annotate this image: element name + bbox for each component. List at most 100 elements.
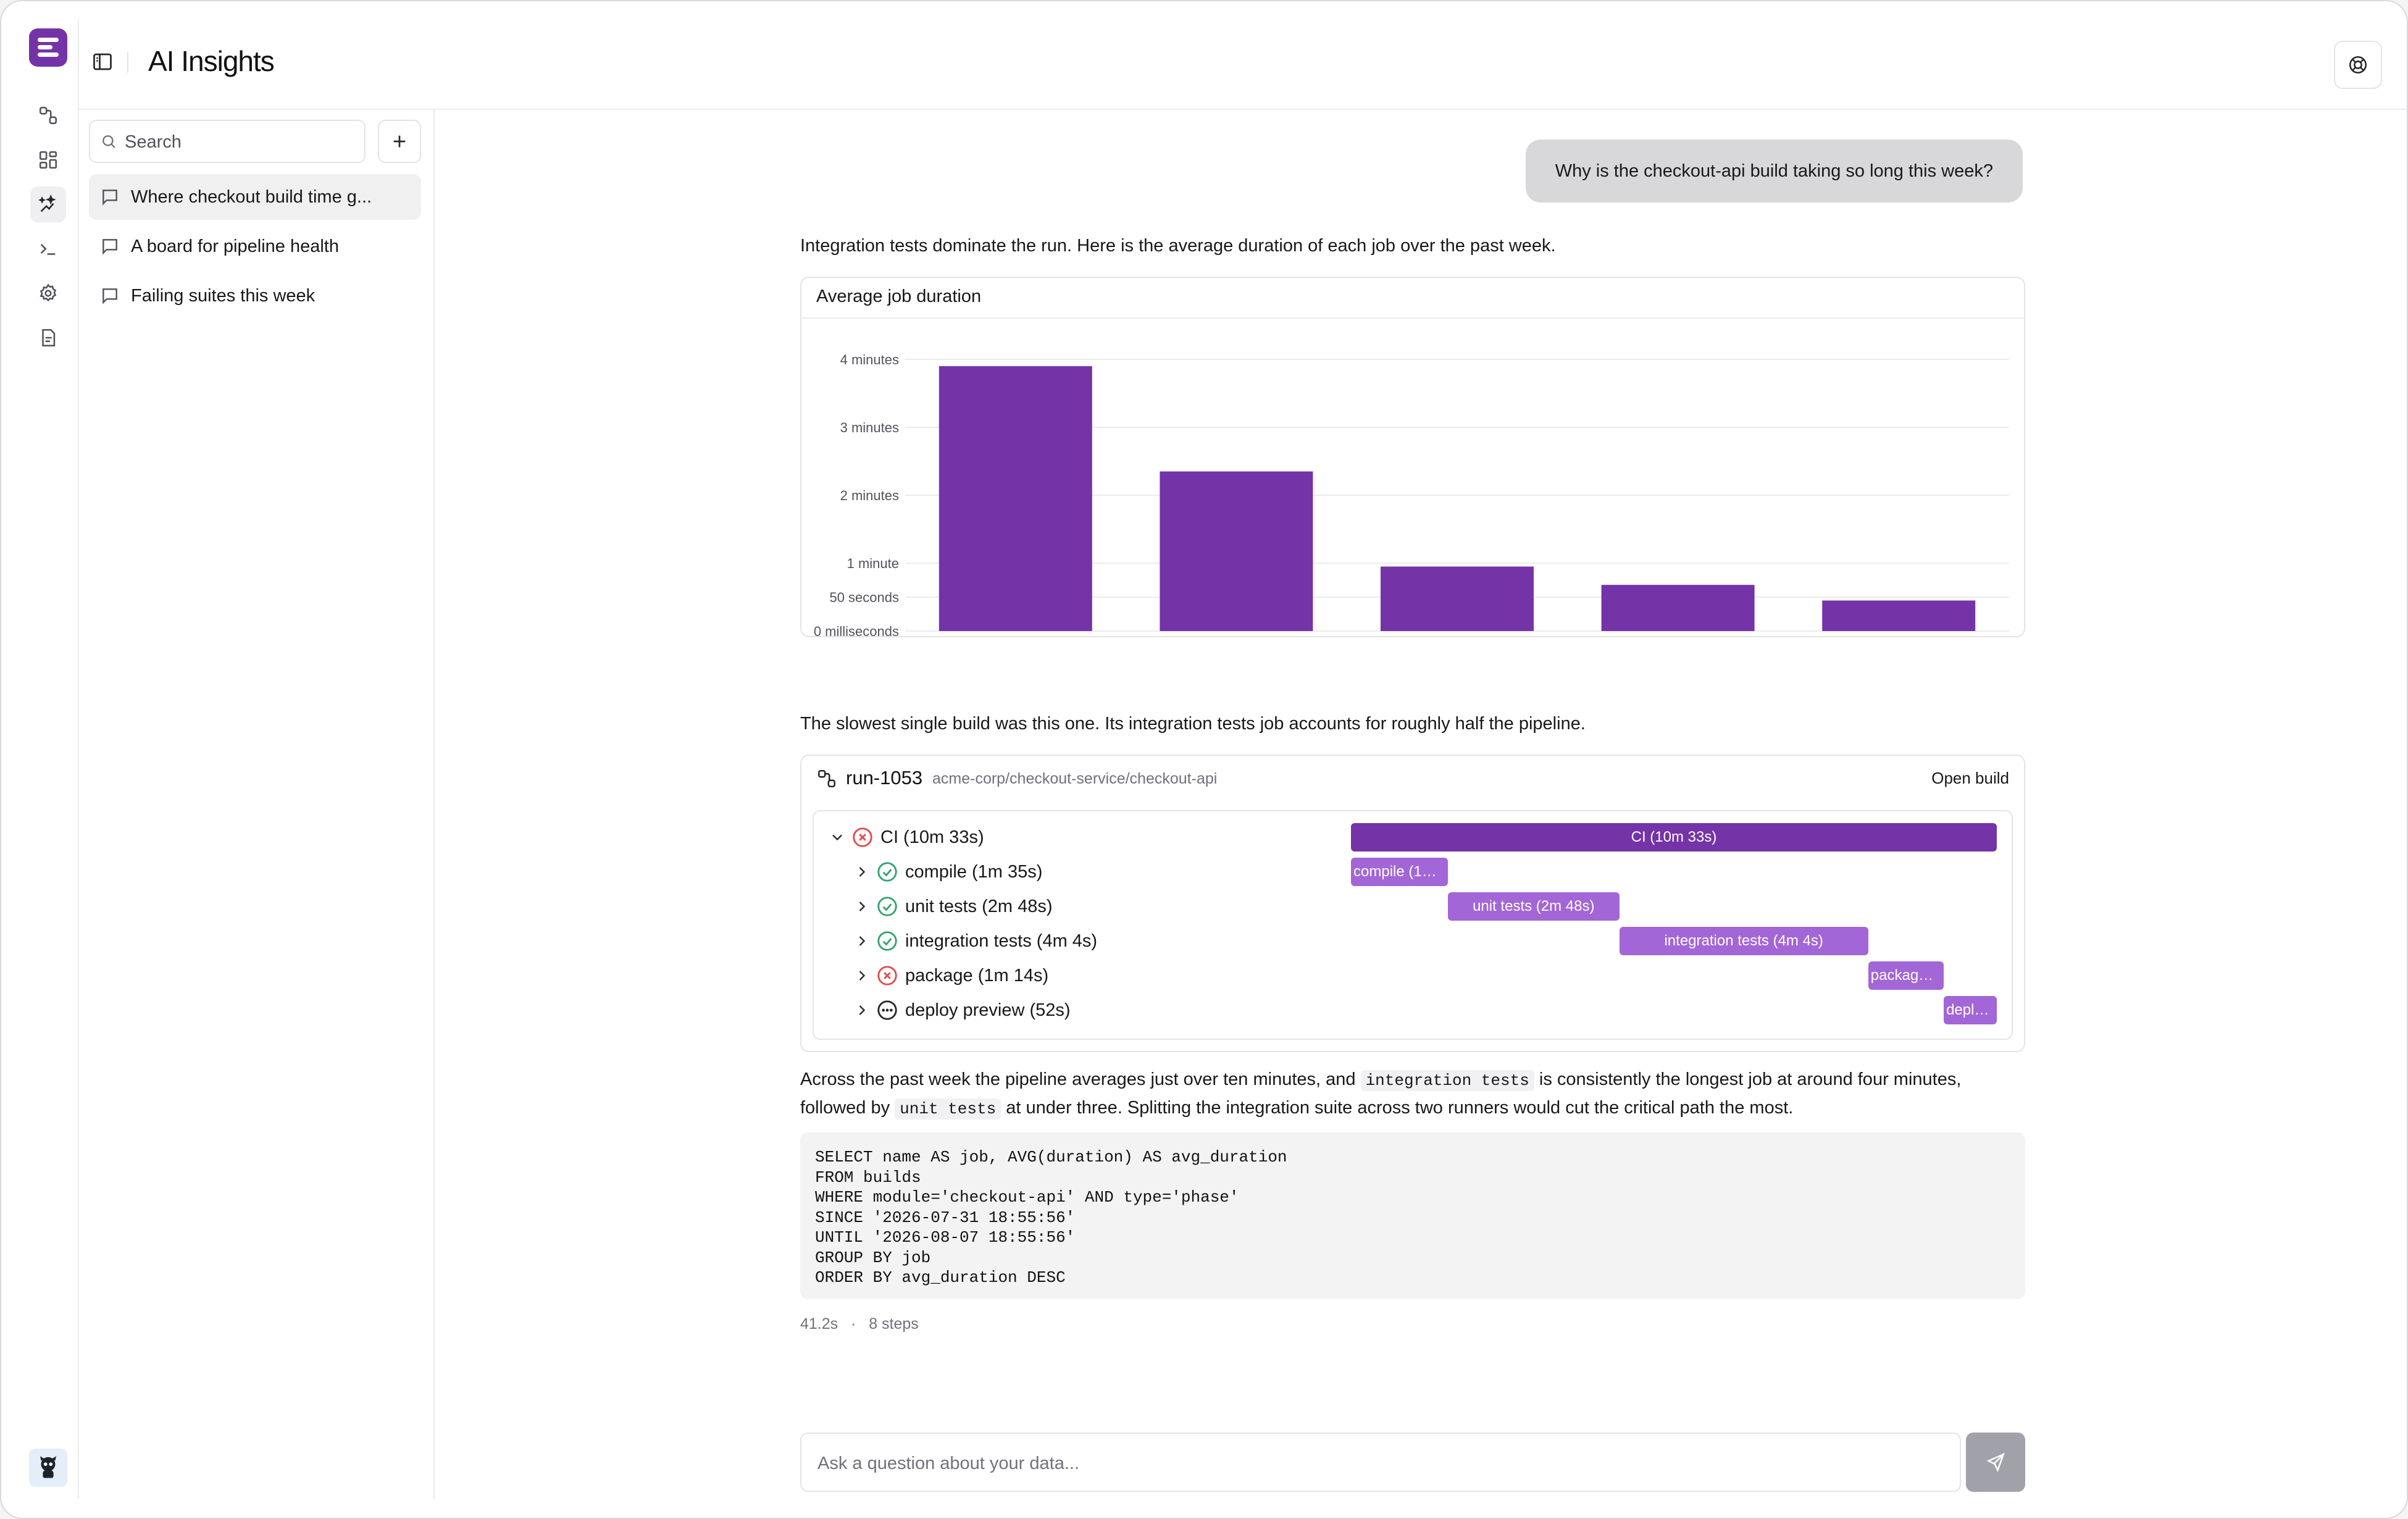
pipelines-icon[interactable] bbox=[30, 98, 66, 133]
skipped-status-icon bbox=[877, 1000, 897, 1020]
timeline-row-label: package (1m 14s) bbox=[905, 965, 1049, 985]
run-card: run-1053 acme-corp/checkout-service/chec… bbox=[800, 755, 2025, 1052]
timeline-row[interactable]: package (1m 14s) bbox=[853, 960, 1384, 992]
user-message: Why is the checkout-api build taking so … bbox=[1525, 140, 2023, 203]
chevron-right-icon[interactable] bbox=[853, 967, 871, 984]
summary-text: at under three. Splitting the integratio… bbox=[1001, 1098, 1794, 1118]
terminal-icon[interactable] bbox=[30, 231, 66, 267]
timeline-row-label: deploy preview (52s) bbox=[905, 1000, 1071, 1020]
inline-code: integration tests bbox=[1360, 1070, 1534, 1091]
y-tick-label: 50 seconds bbox=[829, 590, 899, 605]
timeline-bar[interactable]: integration tests (4m 4s) bbox=[1619, 927, 1868, 955]
chevron-right-icon[interactable] bbox=[853, 898, 871, 915]
y-tick-label: 1 minute bbox=[847, 556, 899, 571]
y-tick-label: 4 minutes bbox=[840, 352, 899, 367]
nav-rail bbox=[20, 20, 79, 1499]
lifebuoy-icon bbox=[2349, 56, 2367, 74]
send-button[interactable] bbox=[1966, 1433, 2025, 1492]
pipeline-icon bbox=[817, 769, 836, 788]
search-input[interactable] bbox=[123, 126, 348, 158]
timeline-row-label: CI (10m 33s) bbox=[880, 827, 984, 847]
top-header: AI Insights bbox=[79, 1, 2407, 110]
timeline-row[interactable]: integration tests (4m 4s) bbox=[853, 925, 1384, 957]
open-build-link[interactable]: Open build bbox=[1931, 769, 2009, 787]
timeline-bar[interactable]: package (1m 14s) bbox=[1868, 961, 1944, 990]
plus-icon bbox=[393, 135, 406, 148]
ask-input[interactable] bbox=[816, 1447, 1930, 1479]
message-icon bbox=[102, 288, 117, 304]
header-divider bbox=[127, 52, 128, 73]
help-button[interactable] bbox=[2334, 41, 2382, 89]
toggle-sidebar-icon[interactable] bbox=[91, 51, 114, 73]
timeline-row[interactable]: deploy preview (52s) bbox=[853, 994, 1384, 1026]
chevron-right-icon[interactable] bbox=[853, 863, 871, 881]
timeline-row-label: integration tests (4m 4s) bbox=[905, 931, 1098, 951]
message-icon bbox=[102, 190, 117, 206]
conversation-item[interactable]: A board for pipeline health bbox=[89, 224, 421, 269]
chat-area: Why is the checkout-api build taking so … bbox=[435, 110, 2407, 1518]
message-icon bbox=[102, 239, 117, 255]
summary-text: is consistently the longest job at aroun… bbox=[800, 1069, 1962, 1118]
timeline-bar[interactable]: compile (1m 35s) bbox=[1351, 858, 1448, 886]
send-icon bbox=[1986, 1452, 2005, 1472]
success-status-icon bbox=[877, 897, 897, 916]
response-meta: 41.2s · 8 steps bbox=[800, 1315, 919, 1333]
failed-status-icon bbox=[877, 966, 897, 985]
search-icon bbox=[102, 135, 115, 148]
bar bbox=[1601, 585, 1755, 631]
docs-icon[interactable] bbox=[30, 320, 66, 356]
new-conversation-button[interactable] bbox=[378, 120, 421, 163]
conversation-item[interactable]: Failing suites this week bbox=[89, 273, 421, 319]
build-timeline: CI (10m 33s) CI (10m 33s) compile (1m 35s)… bbox=[813, 810, 2013, 1040]
assistant-summary: Across the past week the pipeline averag… bbox=[800, 1066, 2025, 1123]
inline-code: unit tests bbox=[895, 1098, 1001, 1119]
success-status-icon bbox=[877, 931, 897, 951]
conversation-title: Failing suites this week bbox=[131, 285, 316, 306]
search-field[interactable] bbox=[89, 120, 366, 163]
conversation-title: Where checkout build time g... bbox=[131, 186, 372, 207]
meta-separator: · bbox=[851, 1315, 856, 1333]
insights-icon[interactable] bbox=[30, 186, 66, 222]
assistant-intro: Integration tests dominate the run. Here… bbox=[800, 236, 1556, 256]
timeline-row[interactable]: CI (10m 33s) bbox=[829, 821, 1360, 853]
bar bbox=[939, 366, 1092, 631]
success-status-icon bbox=[877, 862, 897, 882]
timeline-bar[interactable]: CI (10m 33s) bbox=[1351, 823, 1997, 852]
timeline-bar[interactable]: unit tests (2m 48s) bbox=[1447, 892, 1620, 921]
chart-card: Average job duration 0 milliseconds 50 se… bbox=[800, 277, 2025, 637]
avatar[interactable] bbox=[29, 1449, 67, 1487]
settings-icon[interactable] bbox=[30, 275, 66, 311]
conversation-title: A board for pipeline health bbox=[131, 236, 339, 256]
chevron-right-icon[interactable] bbox=[853, 1002, 871, 1019]
y-tick-label: 3 minutes bbox=[840, 420, 899, 435]
timeline-row[interactable]: unit tests (2m 48s) bbox=[853, 890, 1384, 923]
run-repo: acme-corp/checkout-service/checkout-api bbox=[932, 770, 1218, 787]
page-title: AI Insights bbox=[148, 45, 275, 77]
timeline-row-label: compile (1m 35s) bbox=[905, 861, 1043, 882]
response-steps[interactable]: 8 steps bbox=[869, 1315, 919, 1333]
bar bbox=[1381, 566, 1534, 631]
bar-chart: 0 milliseconds 50 seconds 1 minute 2 minute… bbox=[814, 352, 2009, 636]
chevron-down-icon[interactable] bbox=[829, 829, 846, 846]
timeline-row-label: unit tests (2m 48s) bbox=[905, 896, 1053, 916]
conversation-item[interactable]: Where checkout build time g... bbox=[89, 174, 421, 220]
app-logo[interactable] bbox=[29, 28, 67, 67]
y-tick-label: 0 milliseconds bbox=[814, 624, 899, 636]
ask-field[interactable] bbox=[800, 1433, 1961, 1492]
chart-title: Average job duration bbox=[816, 287, 982, 306]
failed-status-icon bbox=[853, 827, 872, 847]
response-time: 41.2s bbox=[800, 1315, 838, 1333]
dashboards-icon[interactable] bbox=[30, 142, 66, 178]
summary-text: Across the past week the pipeline averag… bbox=[800, 1069, 1361, 1089]
run-id: run-1053 bbox=[846, 767, 923, 789]
bar bbox=[1160, 471, 1313, 631]
assistant-slowest: The slowest single build was this one. I… bbox=[800, 714, 1586, 734]
bar bbox=[1822, 600, 1976, 631]
timeline-row[interactable]: compile (1m 35s) bbox=[853, 856, 1384, 888]
conversation-sidebar: Where checkout build time g... A board f… bbox=[79, 110, 435, 1499]
timeline-bar[interactable]: deploy preview (52s) bbox=[1944, 996, 1997, 1024]
y-tick-label: 2 minutes bbox=[840, 488, 899, 503]
query-code-block: SELECT name AS job, AVG(duration) AS avg… bbox=[800, 1132, 2025, 1299]
chevron-right-icon[interactable] bbox=[853, 932, 871, 950]
